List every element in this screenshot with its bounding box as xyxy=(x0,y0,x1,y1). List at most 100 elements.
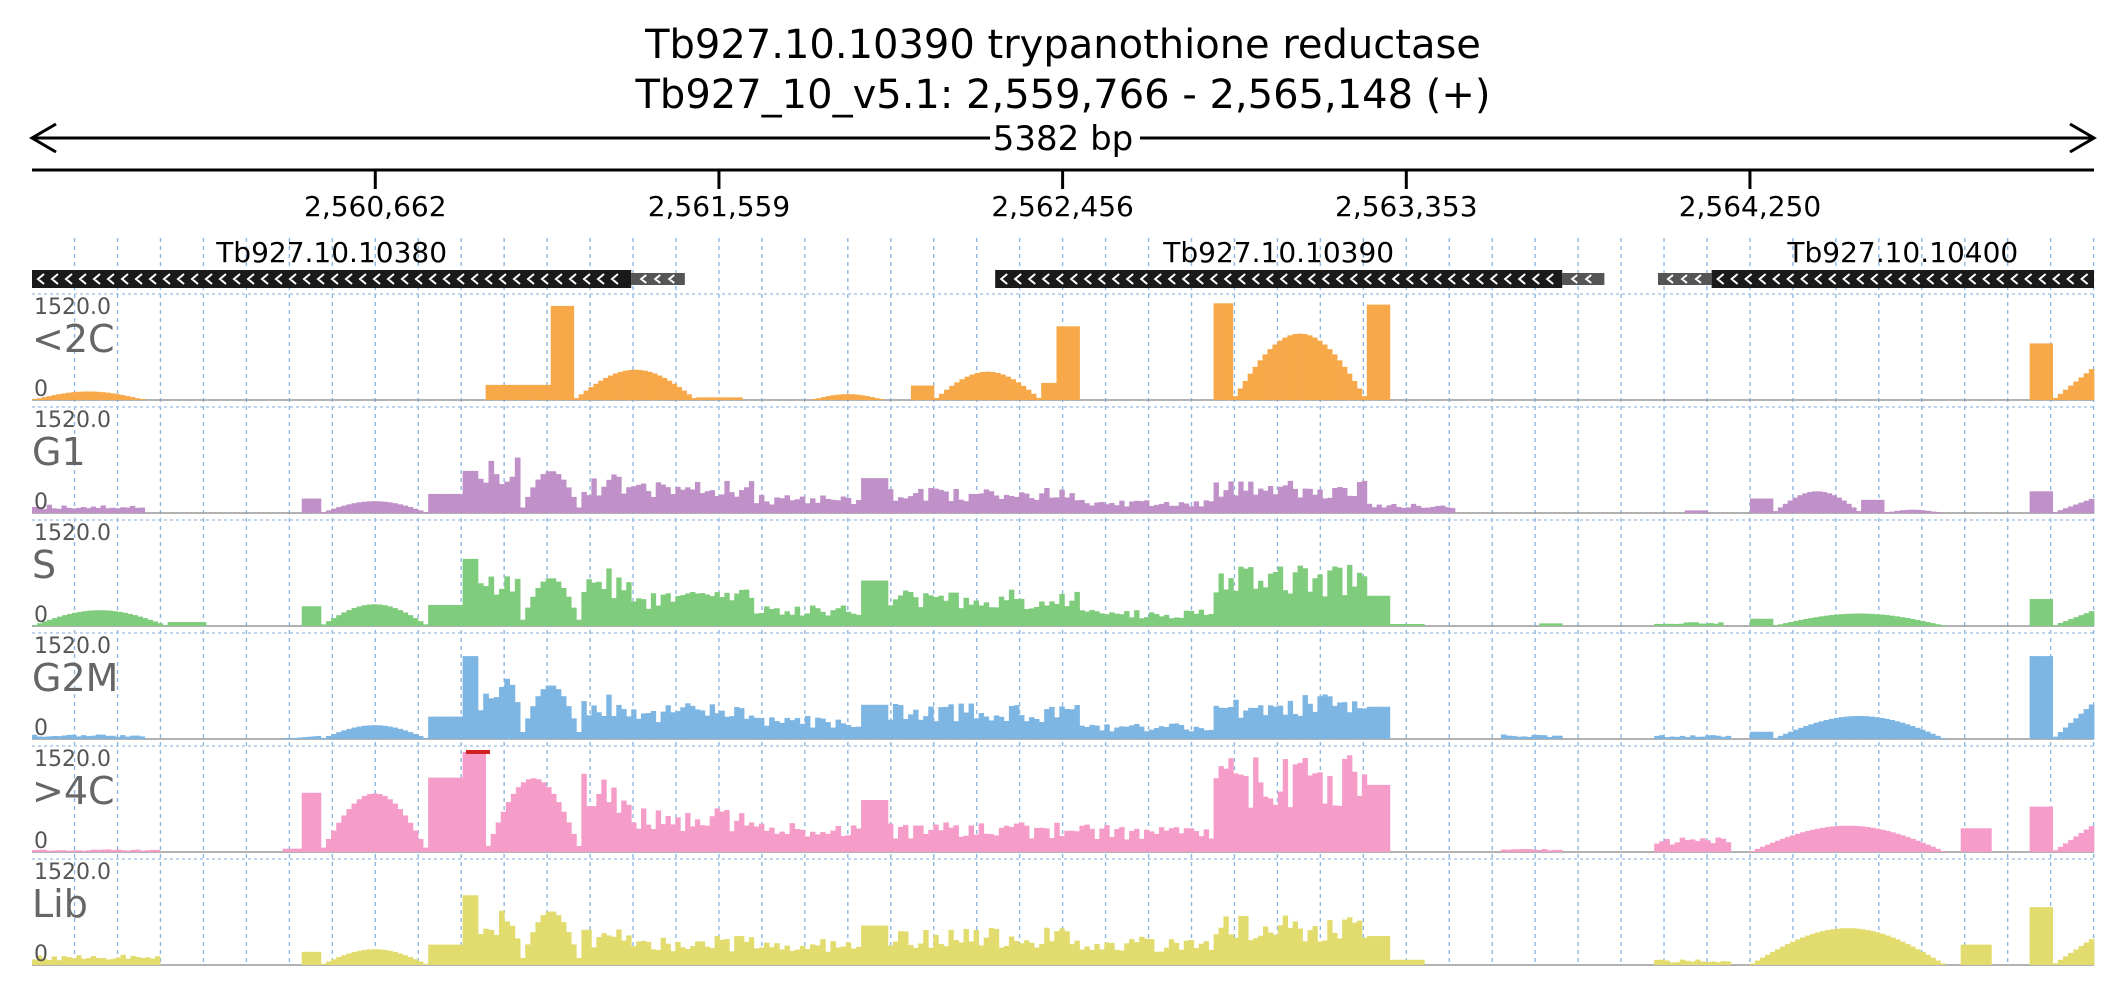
coverage-segment xyxy=(2053,611,2095,626)
coverage-bar xyxy=(675,596,680,626)
coverage-bar xyxy=(989,834,994,852)
coverage-bar xyxy=(672,384,677,400)
coverage-segment xyxy=(478,576,521,626)
coverage-bar xyxy=(541,782,546,852)
coverage-bar xyxy=(1174,827,1179,852)
coverage-bar xyxy=(382,950,388,965)
coverage-segment xyxy=(1539,623,1562,626)
coverage-bar xyxy=(626,805,631,852)
coverage-bar xyxy=(1976,945,1982,965)
coverage-bar xyxy=(1895,834,1900,852)
coverage-bar xyxy=(110,393,115,400)
coverage-bar xyxy=(2068,506,2074,513)
coverage-bar xyxy=(732,397,738,400)
coverage-bar xyxy=(1675,842,1681,852)
coverage-bar xyxy=(1019,492,1024,513)
coverage-bar xyxy=(101,850,106,852)
coverage-bar xyxy=(148,620,153,626)
coverage-bar xyxy=(591,806,596,852)
coverage-bar xyxy=(1054,717,1059,739)
track-ymin-label: 0 xyxy=(34,377,48,402)
coverage-bar xyxy=(1401,508,1406,513)
coverage-bar xyxy=(1710,735,1716,739)
coverage-bar xyxy=(292,738,297,739)
coverage-segment xyxy=(321,725,429,739)
coverage-bar xyxy=(2043,656,2048,739)
coverage-bar xyxy=(520,620,526,626)
coverage-bar xyxy=(606,480,611,513)
coverage-bar xyxy=(795,718,801,739)
coverage-segment xyxy=(861,705,888,739)
coverage-bar xyxy=(110,736,115,739)
coverage-bar xyxy=(398,809,404,852)
coverage-bar xyxy=(448,778,453,852)
coverage-bar xyxy=(346,610,352,626)
coverage-bar xyxy=(57,850,62,852)
coverage-bar xyxy=(1209,501,1214,513)
coverage-bar xyxy=(1981,828,1987,852)
coverage-bar xyxy=(596,794,601,852)
coverage-bar xyxy=(1124,943,1129,965)
coverage-bar xyxy=(1021,386,1027,400)
coverage-bar xyxy=(1049,601,1054,626)
coverage-bar xyxy=(985,372,991,400)
coverage-bar xyxy=(302,952,307,965)
coverage-bar xyxy=(1840,928,1845,965)
coverage-bar xyxy=(1149,506,1154,513)
coverage-segment xyxy=(1367,785,1390,852)
coverage-bar xyxy=(499,484,505,513)
coverage-bar xyxy=(638,370,643,400)
coverage-bar xyxy=(1825,930,1830,965)
coverage-bar xyxy=(387,951,393,965)
coverage-segment xyxy=(1367,504,1456,513)
coverage-bar xyxy=(970,375,976,400)
coverage-segment xyxy=(551,306,574,400)
coverage-bar xyxy=(696,397,702,400)
coverage-bar xyxy=(1859,614,1864,626)
coverage-bar xyxy=(774,834,780,852)
coverage-bar xyxy=(76,955,81,965)
coverage-bar xyxy=(316,499,321,513)
coverage-bar xyxy=(652,373,657,400)
coverage-bar xyxy=(1046,383,1052,400)
coverage-bar xyxy=(1332,933,1337,965)
coverage-bar xyxy=(1357,921,1362,965)
coverage-bar xyxy=(943,822,948,852)
coverage-bar xyxy=(1920,621,1925,626)
coverage-bar xyxy=(759,947,765,965)
coverage-bar xyxy=(2063,843,2069,852)
coverage-bar xyxy=(1377,505,1382,513)
coverage-bar xyxy=(898,931,903,965)
coverage-bar xyxy=(521,385,526,400)
coverage-bar xyxy=(646,825,651,852)
coverage-bar xyxy=(1925,955,1930,965)
coverage-bar xyxy=(1189,611,1194,626)
coverage-bar xyxy=(999,948,1004,965)
coverage-bar xyxy=(1835,826,1840,852)
coverage-bar xyxy=(372,604,378,626)
coverage-bar xyxy=(710,948,715,965)
coverage-bar xyxy=(2084,943,2090,965)
coverage-bar xyxy=(408,823,414,852)
coverage-bar xyxy=(685,593,690,626)
coverage-bar xyxy=(463,895,469,965)
coverage-bar xyxy=(1004,721,1009,739)
coverage-bar xyxy=(1986,828,1992,852)
coverage-bar xyxy=(2078,503,2084,513)
coverage-bar xyxy=(1669,737,1675,739)
coverage-bar xyxy=(1164,948,1169,965)
coverage-bar xyxy=(377,794,383,852)
coverage-bar xyxy=(155,850,160,852)
coverage-bar xyxy=(423,512,429,513)
coverage-bar xyxy=(979,605,984,626)
coverage-bar xyxy=(938,830,943,852)
coverage-bar xyxy=(883,478,889,513)
coverage-bar xyxy=(1209,730,1214,739)
coverage-bar xyxy=(1159,952,1164,965)
coverage-bar xyxy=(1819,616,1824,626)
coverage-bar xyxy=(913,826,918,852)
coverage-bar xyxy=(1721,839,1727,852)
coverage-bar xyxy=(913,948,918,965)
coverage-bar xyxy=(321,624,327,626)
coverage-bar xyxy=(764,726,770,739)
